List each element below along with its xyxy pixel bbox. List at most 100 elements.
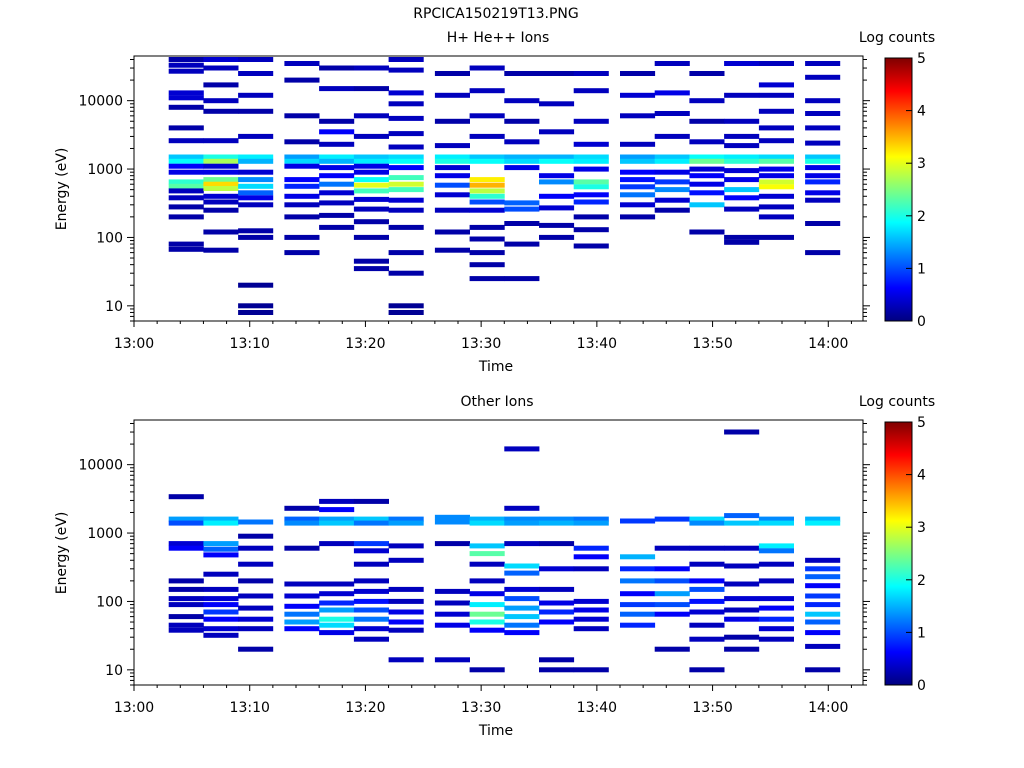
heatmap-cell — [168, 62, 204, 68]
heatmap-cell — [284, 177, 320, 183]
heatmap-cell — [284, 516, 320, 522]
heatmap-cell — [434, 514, 470, 520]
heatmap-cell — [654, 602, 690, 608]
heatmap-cell — [353, 636, 389, 642]
heatmap-cell — [203, 520, 239, 526]
y-tick-label: 100 — [96, 230, 123, 246]
heatmap-cell — [203, 158, 239, 164]
heatmap-cell — [539, 179, 575, 185]
heatmap-cell — [573, 545, 609, 551]
heatmap-cell — [805, 566, 841, 572]
heatmap-cell — [724, 429, 760, 435]
y-tick-label: 1000 — [87, 162, 123, 178]
heatmap-cell — [539, 101, 575, 107]
heatmap-cell — [319, 600, 355, 606]
heatmap-cell — [388, 627, 424, 633]
heatmap-cell — [620, 177, 656, 183]
heatmap-cell — [388, 165, 424, 171]
heatmap-cell — [319, 616, 355, 622]
heatmap-cell — [238, 578, 274, 584]
heatmap-cell — [168, 241, 204, 247]
heatmap-cell — [353, 113, 389, 119]
heatmap-cell — [654, 207, 690, 213]
heatmap-cell — [573, 71, 609, 76]
x-axis: 13:00 13:10 13:20 13:30 13:40 13:50 14:00 — [114, 321, 852, 352]
heatmap-cell — [284, 626, 320, 632]
heatmap-cell — [284, 61, 320, 66]
heatmap-cell — [758, 516, 794, 522]
heatmap-cell — [573, 516, 609, 522]
heatmap-cell — [388, 250, 424, 256]
heatmap-cell — [238, 626, 274, 632]
heatmap-cell — [758, 173, 794, 179]
heatmap-cell — [469, 543, 505, 549]
y-tick-label: 10000 — [78, 94, 123, 110]
heatmap-cell — [758, 166, 794, 172]
heatmap-cell — [504, 139, 540, 145]
heatmap-cell — [469, 516, 505, 522]
heatmap-cell — [620, 591, 656, 597]
heatmap-cell — [434, 519, 470, 525]
heatmap-cell — [620, 141, 656, 147]
heatmap-cell — [434, 143, 470, 149]
heatmap-cell — [238, 202, 274, 208]
heatmap-cell — [319, 165, 355, 171]
panel-title: Other Ions — [460, 394, 533, 410]
heatmap-cell — [620, 192, 656, 198]
heatmap-cell — [689, 622, 725, 628]
heatmap-cell — [539, 586, 575, 592]
heatmap-cell — [353, 65, 389, 71]
heatmap-cell — [203, 596, 239, 602]
heatmap-cell — [654, 566, 690, 572]
heatmap-cell — [504, 541, 540, 547]
y-tick-label: 1000 — [87, 526, 123, 542]
heatmap-cell — [504, 446, 540, 452]
heatmap-cell — [238, 533, 274, 539]
heatmap-cell — [203, 616, 239, 622]
heatmap-cell — [353, 163, 389, 169]
heatmap-cell — [388, 90, 424, 96]
heatmap-cell — [573, 88, 609, 94]
heatmap-cell — [203, 138, 239, 144]
heatmap-cell — [805, 516, 841, 522]
heatmap-cell — [689, 98, 725, 104]
heatmap-cell — [168, 516, 204, 522]
panel-title: H+ He++ Ions — [447, 30, 550, 46]
heatmap-cell — [620, 578, 656, 584]
heatmap-cell — [168, 204, 204, 210]
heatmap-cell — [573, 179, 609, 185]
heatmap-cell — [434, 229, 470, 235]
heatmap-cell — [284, 611, 320, 617]
heatmap-cell — [758, 179, 794, 185]
heatmap-cell — [654, 111, 690, 116]
heatmap-cell — [203, 82, 239, 88]
heatmap-cell — [284, 619, 320, 625]
heatmap-cell — [319, 507, 355, 513]
heatmap-cell — [689, 636, 725, 642]
heatmap-cell — [434, 92, 470, 98]
x-tick-label: 13:20 — [345, 336, 385, 352]
heatmap-cell — [238, 303, 274, 309]
heatmap-cell — [573, 626, 609, 632]
heatmap-cell — [434, 657, 470, 663]
heatmap-cells — [168, 429, 841, 673]
heatmap-cell — [203, 193, 239, 199]
heatmap-cell — [724, 239, 760, 245]
heatmap-cell — [689, 154, 725, 160]
heatmap-cell — [469, 262, 505, 268]
heatmap-cell — [758, 108, 794, 114]
heatmap-cell — [469, 193, 505, 199]
heatmap-cell — [504, 630, 540, 636]
y-tick-label: 10 — [105, 299, 123, 315]
heatmap-cell — [203, 571, 239, 577]
heatmap-cell — [434, 192, 470, 198]
x-axis-label: Time — [478, 723, 513, 739]
heatmap-cell — [319, 516, 355, 522]
heatmap-cell — [434, 158, 470, 164]
heatmap-cell — [469, 276, 505, 282]
heatmap-cell — [238, 545, 274, 551]
heatmap-cell — [388, 598, 424, 604]
heatmap-cell — [620, 214, 656, 220]
heatmap-cell — [284, 163, 320, 169]
